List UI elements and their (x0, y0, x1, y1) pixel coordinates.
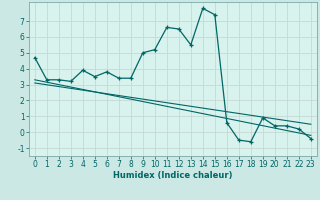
X-axis label: Humidex (Indice chaleur): Humidex (Indice chaleur) (113, 171, 233, 180)
